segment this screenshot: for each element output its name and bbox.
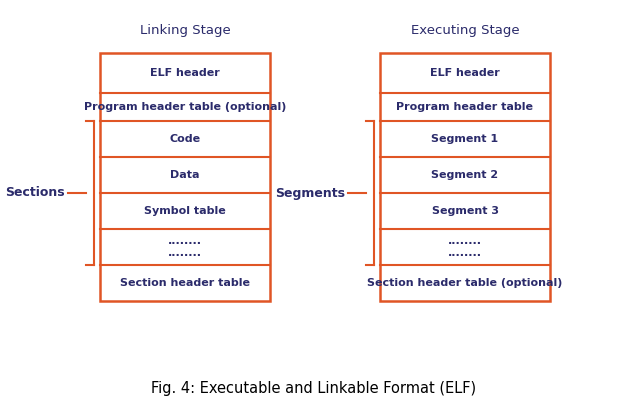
- Text: Sections: Sections: [6, 186, 65, 200]
- Text: ........
........: ........ ........: [168, 236, 202, 258]
- Bar: [380, 53, 550, 301]
- Text: ........
........: ........ ........: [448, 236, 482, 258]
- Text: Data: Data: [170, 170, 200, 180]
- Text: Program header table: Program header table: [396, 102, 534, 112]
- Text: Fig. 4: Executable and Linkable Format (ELF): Fig. 4: Executable and Linkable Format (…: [151, 381, 477, 396]
- Text: ELF header: ELF header: [430, 68, 500, 78]
- Text: Section header table: Section header table: [120, 278, 250, 288]
- Text: Segment 2: Segment 2: [431, 170, 499, 180]
- Text: Segment 3: Segment 3: [431, 206, 499, 216]
- Text: ELF header: ELF header: [150, 68, 220, 78]
- Text: Executing Stage: Executing Stage: [411, 24, 519, 37]
- Text: Program header table (optional): Program header table (optional): [84, 102, 286, 112]
- Text: Code: Code: [170, 134, 200, 144]
- Text: Segments: Segments: [275, 186, 345, 200]
- Text: Segment 1: Segment 1: [431, 134, 499, 144]
- Bar: [100, 53, 270, 301]
- Text: Linking Stage: Linking Stage: [139, 24, 230, 37]
- Text: Symbol table: Symbol table: [144, 206, 226, 216]
- Text: Section header table (optional): Section header table (optional): [367, 278, 563, 288]
